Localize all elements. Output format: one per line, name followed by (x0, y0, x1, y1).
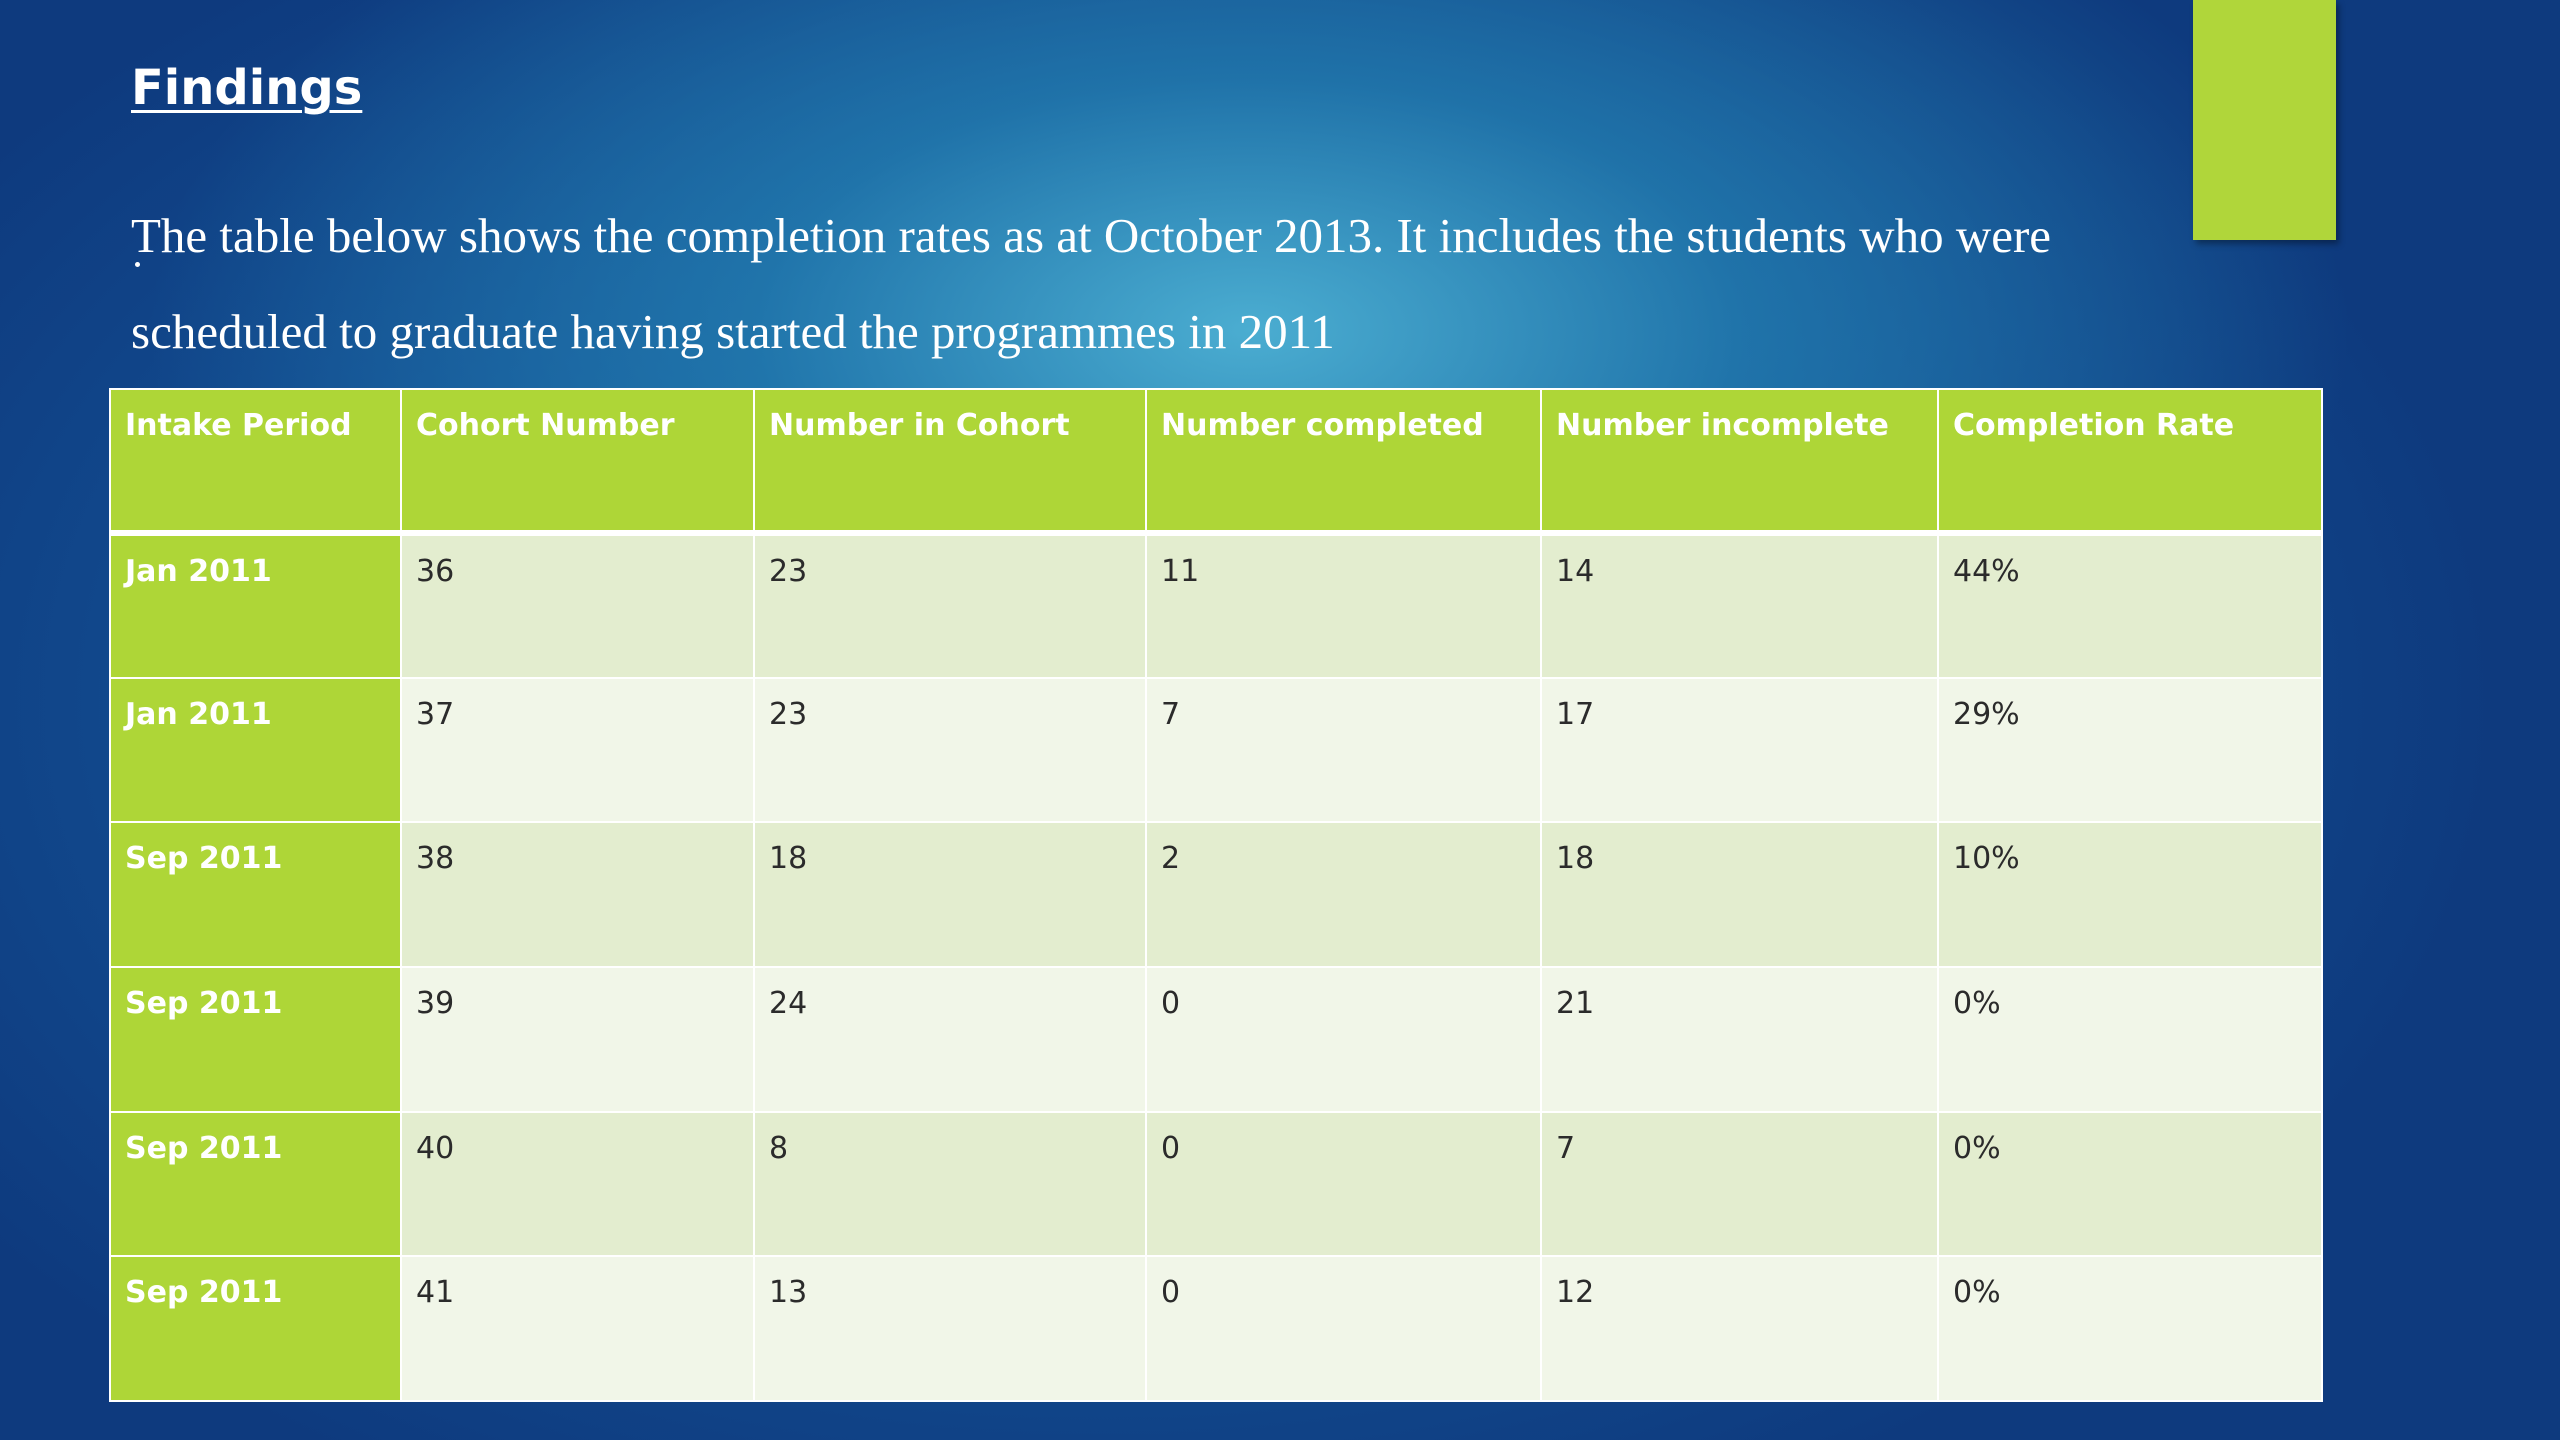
cell-number-completed: 0 (1145, 965, 1542, 1113)
header-intake-period: Intake Period (109, 388, 402, 536)
cell-cohort-number: 38 (400, 821, 755, 968)
cell-cohort-number: 37 (400, 676, 755, 824)
table-header-row: Intake Period Cohort Number Number in Co… (109, 388, 2323, 536)
table-row: Jan 2011 37 23 7 17 29% (109, 676, 2323, 824)
cell-number-in-cohort: 8 (753, 1110, 1147, 1258)
cell-number-completed: 0 (1145, 1255, 1542, 1402)
cell-intake-period: Sep 2011 (109, 1255, 402, 1402)
cell-number-completed: 7 (1145, 676, 1542, 824)
table-row: Sep 2011 38 18 2 18 10% (109, 821, 2323, 968)
accent-bar (2193, 0, 2336, 240)
cell-number-incomplete: 12 (1540, 1255, 1939, 1402)
cell-completion-rate: 44% (1937, 532, 2323, 679)
cell-completion-rate: 10% (1937, 821, 2323, 968)
cell-number-in-cohort: 23 (753, 676, 1147, 824)
table-row: Sep 2011 40 8 0 7 0% (109, 1110, 2323, 1258)
header-number-in-cohort: Number in Cohort (753, 388, 1147, 536)
intro-line-1: The table below shows the completion rat… (131, 208, 2052, 263)
cell-number-in-cohort: 24 (753, 965, 1147, 1113)
cell-number-incomplete: 17 (1540, 676, 1939, 824)
slide-title: Findings (131, 60, 363, 116)
completion-table: Intake Period Cohort Number Number in Co… (109, 388, 2323, 1402)
cell-number-in-cohort: 13 (753, 1255, 1147, 1402)
cell-number-in-cohort: 23 (753, 532, 1147, 679)
table-row: Jan 2011 36 23 11 14 44% (109, 532, 2323, 679)
cell-cohort-number: 41 (400, 1255, 755, 1402)
cell-intake-period: Sep 2011 (109, 821, 402, 968)
header-number-incomplete: Number incomplete (1540, 388, 1939, 536)
cell-number-completed: 2 (1145, 821, 1542, 968)
cell-completion-rate: 0% (1937, 965, 2323, 1113)
cell-number-incomplete: 7 (1540, 1110, 1939, 1258)
header-cohort-number: Cohort Number (400, 388, 755, 536)
bullet-icon (135, 262, 140, 267)
cell-completion-rate: 0% (1937, 1110, 2323, 1258)
cell-intake-period: Sep 2011 (109, 965, 402, 1113)
cell-intake-period: Jan 2011 (109, 676, 402, 824)
table-row: Sep 2011 41 13 0 12 0% (109, 1255, 2323, 1402)
cell-number-incomplete: 18 (1540, 821, 1939, 968)
cell-number-incomplete: 14 (1540, 532, 1939, 679)
header-completion-rate: Completion Rate (1937, 388, 2323, 536)
cell-cohort-number: 40 (400, 1110, 755, 1258)
table-row: Sep 2011 39 24 0 21 0% (109, 965, 2323, 1113)
intro-text: The table below shows the completion rat… (131, 188, 2231, 380)
cell-intake-period: Jan 2011 (109, 532, 402, 679)
cell-completion-rate: 0% (1937, 1255, 2323, 1402)
cell-number-completed: 0 (1145, 1110, 1542, 1258)
intro-line-2: scheduled to graduate having started the… (131, 304, 1335, 359)
cell-number-completed: 11 (1145, 532, 1542, 679)
cell-number-incomplete: 21 (1540, 965, 1939, 1113)
cell-completion-rate: 29% (1937, 676, 2323, 824)
cell-cohort-number: 36 (400, 532, 755, 679)
cell-number-in-cohort: 18 (753, 821, 1147, 968)
header-number-completed: Number completed (1145, 388, 1542, 536)
cell-cohort-number: 39 (400, 965, 755, 1113)
cell-intake-period: Sep 2011 (109, 1110, 402, 1258)
